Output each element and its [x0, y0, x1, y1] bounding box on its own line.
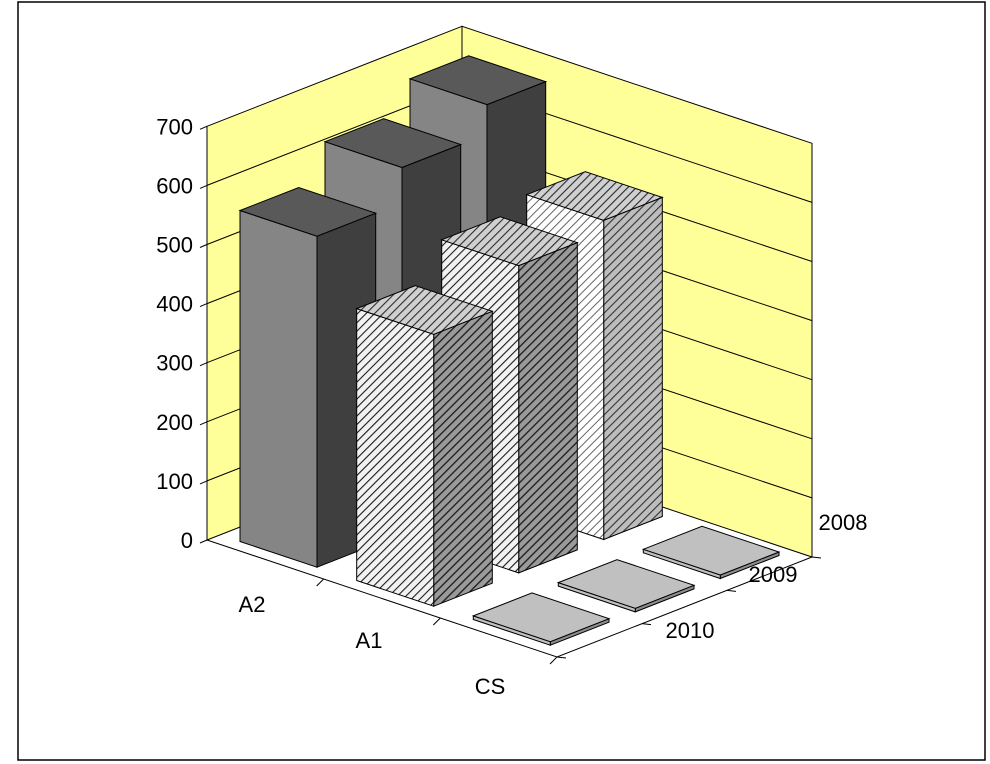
y-tick-label: 200 — [156, 410, 193, 435]
z-tick-mark — [556, 656, 567, 659]
tick-labels: 0 100 200 300 400 500 600 700 A2 A1 CS 2010 2009 2008 — [156, 114, 867, 699]
bar-top-face — [323, 118, 463, 169]
y-tick-label: 600 — [156, 173, 193, 198]
x-tick-mark — [432, 617, 441, 626]
z-tick-mark — [641, 623, 652, 626]
y-tick-mark — [199, 125, 208, 130]
bar-top-face — [471, 592, 611, 643]
x-tick-label: A2 — [239, 592, 266, 617]
y-tick-label: 700 — [156, 114, 193, 139]
z-tick-mark — [811, 556, 822, 559]
y-tick-label: 100 — [156, 469, 193, 494]
y-tick-mark — [199, 421, 208, 426]
x-tick-mark — [549, 656, 558, 665]
y-tick-mark — [199, 184, 208, 189]
bar-top-face — [641, 525, 781, 576]
y-tick-mark — [199, 362, 208, 367]
y-tick-mark — [199, 539, 208, 544]
bar-top-face — [556, 559, 696, 609]
bars — [238, 55, 781, 646]
axes — [199, 125, 822, 665]
bar-front-face — [239, 209, 318, 568]
bar-cs-2008 — [641, 525, 781, 580]
series-label: 2009 — [749, 562, 798, 587]
bar-top-face — [525, 171, 664, 221]
series-label: 2010 — [666, 618, 715, 643]
x-tick-label: CS — [475, 674, 506, 699]
series-label: 2008 — [819, 510, 868, 535]
bar-side-face — [518, 241, 578, 574]
bar-side-face — [433, 310, 493, 607]
x-tick-mark — [316, 578, 325, 587]
z-tick-mark — [726, 589, 737, 592]
y-tick-mark — [199, 480, 208, 485]
bar-cs-2010 — [471, 592, 611, 646]
x-tick-label: A1 — [356, 628, 383, 653]
y-tick-label: 300 — [156, 351, 193, 376]
bar-a1-2010 — [355, 285, 494, 607]
y-tick-label: 400 — [156, 292, 193, 317]
y-tick-label: 500 — [156, 233, 193, 258]
y-tick-mark — [199, 303, 208, 308]
bar-side-face — [603, 196, 663, 541]
y-tick-mark — [199, 244, 208, 248]
bar-top-face — [355, 285, 494, 335]
bar-a2-2010 — [238, 186, 378, 568]
bar-front-face — [356, 307, 435, 607]
bar-top-face — [238, 186, 378, 237]
bar-cs-2009 — [556, 559, 696, 613]
bar-top-face — [408, 55, 548, 106]
bar-top-face — [440, 216, 579, 267]
y-tick-label: 0 — [181, 528, 193, 553]
